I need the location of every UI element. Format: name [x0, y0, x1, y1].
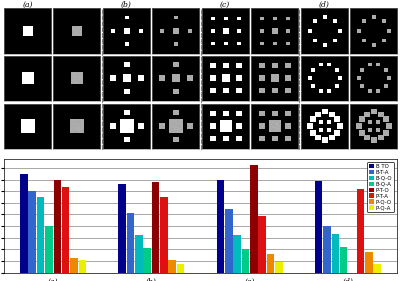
Bar	[54, 180, 61, 273]
Bar	[250, 165, 257, 273]
Bar	[79, 260, 86, 273]
Bar	[258, 216, 266, 273]
Legend: B TO, B-T-A, B-Q-O, B-Q-A, P-T-O, P-T-A, P-Q-O, P-Q-A: B TO, B-T-A, B-Q-O, B-Q-A, P-T-O, P-T-A,…	[367, 162, 394, 212]
Bar	[332, 234, 339, 273]
Bar	[45, 226, 53, 273]
Bar	[275, 262, 283, 273]
Bar	[373, 264, 381, 273]
Title: (b): (b)	[121, 0, 132, 8]
Bar	[267, 254, 274, 273]
Bar	[118, 184, 126, 273]
Bar	[144, 248, 151, 273]
Bar	[315, 181, 322, 273]
Bar	[177, 264, 184, 273]
Title: (c): (c)	[220, 0, 230, 8]
Bar	[225, 209, 233, 273]
Bar	[70, 258, 78, 273]
Bar	[233, 235, 241, 273]
Bar	[28, 191, 36, 273]
Bar	[127, 213, 134, 273]
Bar	[135, 235, 143, 273]
Bar	[160, 197, 168, 273]
Title: (a): (a)	[22, 0, 33, 8]
Bar	[340, 247, 347, 273]
Bar	[62, 187, 69, 273]
Bar	[217, 180, 224, 273]
Bar	[356, 189, 364, 273]
Bar	[152, 182, 159, 273]
Bar	[168, 260, 176, 273]
Bar	[365, 252, 373, 273]
Bar	[242, 249, 249, 273]
Bar	[20, 174, 28, 273]
Bar	[37, 197, 45, 273]
Title: (d): (d)	[319, 0, 330, 8]
Bar	[323, 226, 331, 273]
